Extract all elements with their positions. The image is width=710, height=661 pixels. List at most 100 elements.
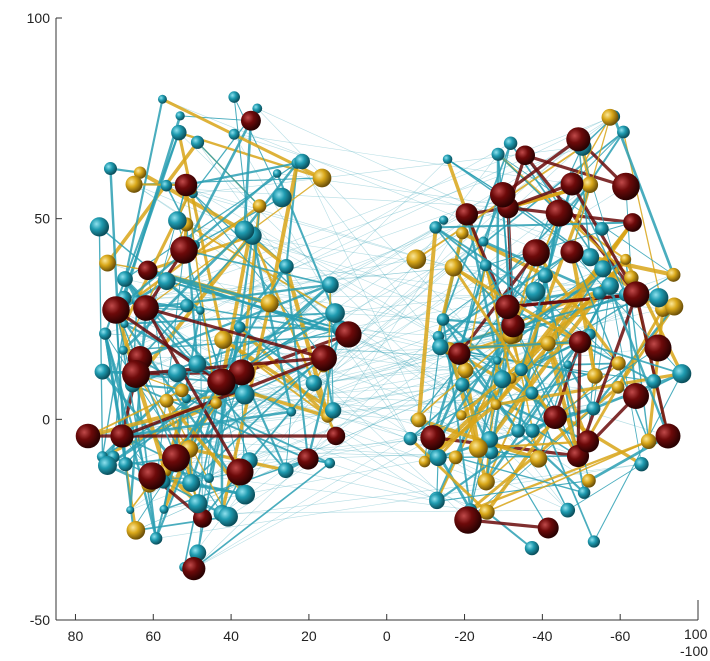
network-node-gold	[624, 270, 639, 285]
network-edge	[448, 340, 582, 350]
network-edge	[516, 429, 586, 494]
network-node-teal	[324, 457, 336, 469]
network-edge	[416, 225, 438, 422]
network-node-red	[138, 462, 166, 490]
network-edge	[124, 294, 637, 299]
network-node-teal	[429, 448, 447, 467]
network-node-red	[102, 296, 130, 324]
network-edge	[156, 463, 642, 539]
network-edge	[165, 470, 471, 511]
network-edge	[184, 161, 299, 187]
network-edge	[567, 463, 642, 511]
network-edge	[485, 510, 533, 550]
network-edge	[408, 437, 489, 514]
network-edge	[234, 133, 573, 185]
network-edge	[625, 186, 632, 279]
network-edge	[484, 264, 513, 380]
network-node-teal	[525, 423, 540, 438]
network-node-teal	[537, 267, 553, 284]
x-tick-label: 0	[383, 628, 391, 644]
network-edge	[156, 249, 185, 479]
network-node-teal	[479, 259, 492, 272]
network-node-red	[162, 444, 190, 472]
network-node-red	[623, 213, 642, 232]
x-tick-label: -20	[454, 628, 474, 644]
network-node-gold	[468, 438, 488, 458]
network-node-red	[420, 425, 446, 451]
network-edge	[571, 251, 650, 443]
network-edge	[124, 162, 298, 280]
y-tick-label: 0	[42, 411, 50, 427]
y-tick-label: 50	[34, 211, 50, 227]
network-edge	[120, 410, 293, 438]
network-node-red	[240, 110, 261, 131]
network-edge	[137, 267, 454, 302]
network-edge	[458, 264, 487, 355]
network-edge	[437, 250, 574, 338]
x-tick-label: -60	[610, 628, 630, 644]
network-node-gold	[133, 166, 147, 179]
network-node-gold	[312, 168, 332, 188]
network-node-gold	[159, 393, 174, 408]
network-node-teal	[511, 424, 525, 438]
network-edge	[252, 235, 439, 337]
network-edge	[435, 324, 515, 501]
network-node-red	[576, 430, 600, 453]
network-node-teal	[168, 211, 187, 230]
network-node-teal	[563, 360, 573, 369]
network-edge	[576, 292, 638, 458]
network-node-teal	[514, 362, 528, 377]
network-edge	[144, 306, 242, 474]
network-edge	[233, 96, 250, 238]
network-edge	[102, 143, 511, 372]
network-node-teal	[322, 276, 339, 294]
network-edge	[485, 415, 557, 514]
network-node-teal	[525, 386, 539, 400]
network-edge	[186, 304, 350, 336]
network-node-teal	[649, 288, 669, 308]
network-node-teal	[228, 91, 240, 103]
network-edge	[469, 440, 650, 511]
network-node-red	[454, 506, 482, 534]
network-edge	[220, 235, 252, 384]
network-node-teal	[429, 493, 445, 510]
network-node-red	[170, 236, 198, 264]
network-node-teal	[149, 532, 163, 545]
network-node-teal	[180, 298, 194, 313]
network-edge	[313, 186, 627, 384]
network-node-gold	[581, 473, 596, 488]
network-node-red	[560, 172, 584, 196]
network-edge	[501, 137, 580, 197]
network-edge	[122, 334, 345, 351]
network-node-teal	[442, 154, 453, 165]
network-node-teal	[233, 321, 246, 334]
network-node-gold	[529, 450, 548, 468]
network-node-gold	[406, 249, 427, 270]
network-node-gold	[418, 455, 431, 468]
network-node-teal	[324, 402, 342, 419]
network-node-teal	[272, 187, 292, 208]
network-edge	[546, 341, 580, 458]
network-edge	[251, 234, 293, 413]
network-node-teal	[560, 502, 576, 518]
network-edge	[436, 480, 590, 502]
network-edge	[144, 283, 332, 310]
network-node-teal	[160, 179, 173, 192]
network-node-red	[326, 426, 346, 446]
network-edge	[284, 264, 330, 419]
network-node-red	[537, 517, 559, 539]
network-node-teal	[235, 484, 256, 505]
network-edge	[577, 138, 627, 295]
network-node-teal	[228, 128, 240, 140]
network-edge	[177, 131, 225, 342]
network-edge	[571, 116, 611, 185]
network-node-teal	[117, 271, 133, 287]
network-edge	[447, 346, 489, 484]
network-node-gold	[456, 226, 469, 240]
network-node-red	[522, 239, 550, 267]
network-node-teal	[672, 364, 692, 384]
network-edge	[243, 119, 253, 232]
network-node-teal	[97, 456, 117, 476]
network-edge	[114, 308, 247, 496]
network-node-red	[612, 172, 640, 201]
